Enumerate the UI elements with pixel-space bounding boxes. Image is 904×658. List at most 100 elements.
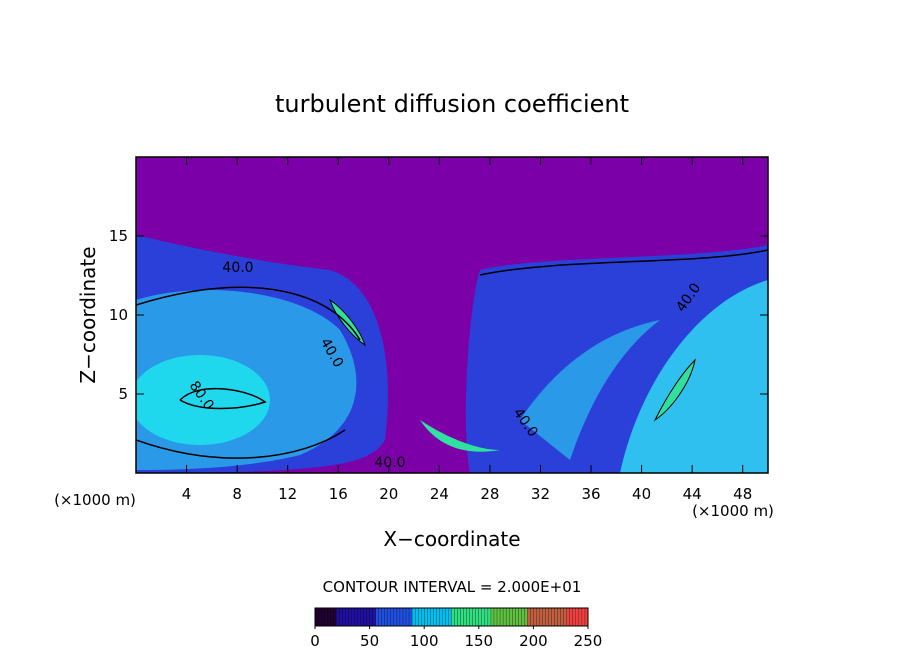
colorbar-cell	[342, 607, 346, 627]
colorbar-cell	[424, 607, 428, 627]
colorbar-cell	[357, 607, 361, 627]
colorbar-cell	[466, 607, 471, 627]
colorbar-cell	[451, 607, 455, 627]
x-tick-label: 4	[182, 485, 192, 503]
x-axis-label: X−coordinate	[383, 527, 520, 551]
x-tick-label: 44	[683, 485, 702, 503]
contour-label: 40.0	[222, 260, 253, 276]
colorbar-cell	[575, 607, 580, 627]
colorbar-cell	[366, 607, 371, 627]
y-tick-label: 10	[109, 306, 128, 324]
colorbar-cell	[518, 607, 522, 627]
chart-title: turbulent diffusion coefficient	[275, 90, 629, 118]
colorbar-cell	[417, 607, 422, 627]
colorbar-cell	[405, 607, 410, 627]
colorbar-tick-label: 100	[410, 632, 439, 650]
colorbar-cell	[481, 607, 486, 627]
colorbar-cell	[578, 607, 583, 627]
colorbar-cell	[493, 607, 498, 627]
y-tick-label: 5	[118, 385, 128, 403]
colorbar-cell	[545, 607, 550, 627]
colorbar-cell	[360, 607, 364, 627]
field-region	[653, 358, 696, 422]
colorbar-cell	[345, 607, 349, 627]
colorbar-cell	[339, 607, 343, 627]
x-tick-label: 32	[531, 485, 550, 503]
colorbar-frame	[314, 607, 589, 627]
x-tick-label: 8	[232, 485, 242, 503]
colorbar-cell	[572, 607, 577, 627]
colorbar-cell	[542, 607, 546, 627]
colorbar-cell	[323, 607, 328, 627]
colorbar-cell	[408, 607, 413, 627]
contour-label: 40.0	[374, 455, 405, 471]
colorbar-cell	[487, 607, 492, 627]
colorbar-cell	[533, 607, 537, 627]
colorbar-cell	[551, 607, 556, 627]
x-tick-label: 28	[480, 485, 499, 503]
x-tick-label: 40	[632, 485, 651, 503]
colorbar-cell	[448, 607, 452, 627]
field-region	[420, 420, 500, 452]
colorbar-cell	[524, 607, 528, 627]
colorbar-cell	[351, 607, 355, 627]
colorbar-cell	[469, 607, 474, 627]
colorbar-cell	[393, 607, 398, 627]
x-tick-label: 12	[278, 485, 297, 503]
x-tick-label: 36	[581, 485, 600, 503]
colorbar-cell	[442, 607, 446, 627]
colorbar-cell	[472, 607, 477, 627]
colorbar-cell	[399, 607, 404, 627]
field-region	[520, 320, 660, 460]
colorbar-cell	[336, 607, 340, 627]
y-tick-label: 15	[109, 227, 128, 245]
colorbar-cell	[384, 607, 389, 627]
colorbar-tick-label: 0	[310, 632, 320, 650]
colorbar-cell	[427, 607, 431, 627]
colorbar-cell	[566, 607, 571, 627]
colorbar-tick-label: 250	[574, 632, 603, 650]
colorbar-cell	[548, 607, 553, 627]
colorbar-cell	[460, 607, 465, 627]
y-axis-label: Z−coordinate	[76, 246, 100, 383]
colorbar-cell	[521, 607, 525, 627]
colorbar-cell	[439, 607, 443, 627]
colorbar-cell	[387, 607, 392, 627]
colorbar-tick-label: 50	[360, 632, 379, 650]
colorbar-cell	[421, 607, 425, 627]
x-unit-label: (×1000 m)	[692, 502, 774, 520]
colorbar-cell	[502, 607, 507, 627]
colorbar-cell	[348, 607, 352, 627]
colorbar-cell	[369, 607, 374, 627]
field	[136, 157, 768, 473]
field-region	[136, 355, 270, 445]
colorbar-cell	[378, 607, 383, 627]
colorbar-cell	[499, 607, 504, 627]
colorbar-cell	[330, 607, 334, 627]
colorbar-tick-label: 150	[464, 632, 493, 650]
colorbar-cell	[463, 607, 468, 627]
colorbar-cell	[372, 607, 377, 627]
colorbar-cell	[381, 607, 386, 627]
colorbar-cell	[527, 607, 531, 627]
colorbar-cell	[445, 607, 449, 627]
colorbar-cell	[454, 607, 459, 627]
colorbar-cell	[563, 607, 568, 627]
colorbar-cell	[560, 607, 565, 627]
colorbar-cell	[569, 607, 574, 627]
contour-line	[136, 249, 768, 459]
colorbar-cell	[530, 607, 534, 627]
colorbar-cell	[390, 607, 395, 627]
colorbar-cell	[490, 607, 495, 627]
colorbar-cell	[363, 607, 368, 627]
colorbar-cell	[581, 607, 586, 627]
colorbar-cell	[484, 607, 489, 627]
colorbar-cell	[554, 607, 559, 627]
colorbar-cell	[333, 607, 337, 627]
colorbar-cell	[402, 607, 407, 627]
colorbar-cell	[433, 607, 437, 627]
contour-interval: CONTOUR INTERVAL = 2.000E+01	[323, 578, 582, 596]
colorbar-cell	[317, 607, 322, 627]
colorbar-cell	[396, 607, 401, 627]
x-tick-label: 16	[329, 485, 348, 503]
